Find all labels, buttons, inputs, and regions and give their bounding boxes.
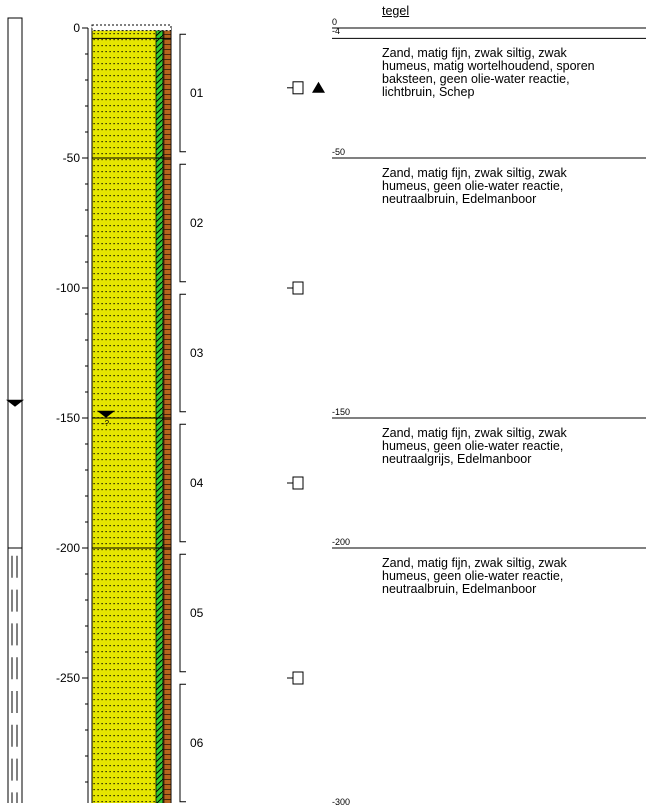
sample-jar-icon [292,671,304,685]
sample-jar-icon [292,281,304,295]
layer-description: Zand, matig fijn, zwak siltig, zwak humeu… [382,427,567,466]
layer-depth-label: 0 [332,17,338,27]
layer-description-line: Zand, matig fijn, zwak siltig, zwak [382,46,567,61]
humus-strip [155,27,164,803]
layer-description-line: lichtbruin, Schep [382,85,475,100]
sample-bracket [179,683,186,803]
layer-description-line: neutraalbruin, Edelmanboor [382,582,537,596]
sample-intervals: 01 02 03 04 05 06 [179,33,204,803]
sample-bracket [179,33,186,153]
axis-tick-label: -250 [56,671,80,685]
water-level-icon [6,399,24,407]
layer-description: Zand, matig fijn, zwak siltig, zwak humeu… [382,167,567,206]
axis-tick-label: -50 [63,151,81,165]
water-level-label: -? [102,419,110,428]
axis-tick-label: -100 [56,281,80,295]
water-level-triangle-icon [97,410,115,418]
triangle-marker-icon [312,81,325,93]
sample-markers [287,81,325,685]
layer-description-line: Zand, matig fijn, zwak siltig, zwak [382,166,567,180]
sample-label: 04 [190,476,204,490]
layer-description-line: Zand, matig fijn, zwak siltig, zwak [382,426,567,440]
layer-depth-label: -200 [332,537,351,547]
tegel-layer [91,24,172,32]
axis-tick-label: -150 [56,411,80,425]
depth-axis: 0 -50 -100 -150 -200 -250 -300 [56,21,89,803]
layer-depth-label: -300 [332,797,351,807]
sample-label: 02 [190,216,204,230]
axis-tick-label: -300 [56,801,80,803]
layer-description-line: neutraalbruin, Edelmanboor [382,192,537,206]
sample-label: 06 [190,736,204,750]
layer-description-line: humeus, geen olie-water reactie, [382,179,564,193]
layer-description-lines [332,27,646,549]
layer-description-line: baksteen, geen olie-water reactie, [382,72,570,87]
sample-label: 03 [190,346,204,360]
layer-description-line: neutraalgrijs, Edelmanboor [382,452,532,466]
layer-depth-label: -50 [332,147,346,157]
sample-bracket [179,423,186,543]
brick-strip [162,27,172,803]
sample-jar-icon [292,476,304,490]
axis-tick-label: 0 [73,21,80,35]
well-casing [6,17,24,803]
layer-description-line: humeus, geen olie-water reactie, [382,569,564,583]
layer-depth-label: -4 [332,26,341,37]
sample-bracket [179,553,186,673]
layer-description: Zand, matig fijn, zwak siltig, zwak humeu… [382,557,567,596]
layer-description-line: Zand, matig fijn, zwak siltig, zwak [382,556,567,570]
layer-description: tegel [382,5,409,18]
layer-description-line: tegel [382,4,410,18]
axis-tick-label: -200 [56,541,80,555]
sample-label: 05 [190,606,204,620]
soil-column: -? [91,24,172,803]
sample-bracket [179,163,186,283]
sample-jar-icon [292,81,304,95]
sample-label: 01 [190,86,204,100]
layer-description: Zand, matig fijn, zwak siltig, zwak humeu… [382,47,595,99]
layer-description-line: humeus, matig wortelhoudend, sporen [382,59,595,74]
layer-description-line: humeus, geen olie-water reactie, [382,439,564,453]
sample-bracket [179,293,186,413]
layer-depth-label: -150 [332,407,351,417]
casing-solid [7,17,23,549]
